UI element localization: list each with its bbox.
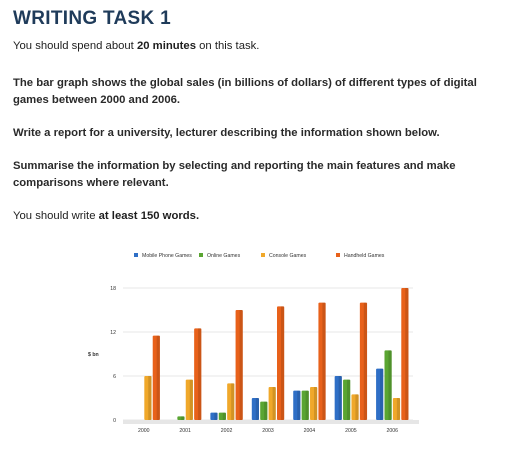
task-summary-instruction: Summarise the information by selecting a…: [13, 160, 456, 189]
bar-shade: [313, 387, 318, 420]
bar-shade: [322, 302, 326, 420]
bar-console-games: [351, 394, 359, 420]
writing-task-panel: WRITING TASK 1 You should spend about 20…: [13, 8, 503, 225]
x-tick-label: 2002: [221, 428, 233, 434]
bar-shade: [255, 398, 259, 420]
task-instruction: Write a report for a university, lecture…: [13, 127, 440, 139]
bar-console-games: [392, 398, 401, 420]
bar-console-games: [144, 376, 152, 420]
bar-mobile-phone-games: [210, 412, 218, 420]
x-tick-label: 2006: [387, 428, 399, 434]
x-tick-label: 2001: [179, 428, 191, 434]
chart-floor: [123, 420, 419, 424]
bar-shade: [181, 416, 185, 420]
bar-shade: [405, 288, 409, 420]
y-tick-label: 6: [113, 374, 116, 380]
bar-handheld-games: [194, 328, 202, 420]
legend-label: Handheld Games: [344, 253, 385, 259]
bar-shade: [388, 350, 392, 420]
y-axis-label: $ bn: [88, 352, 99, 358]
bar-mobile-phone-games: [293, 390, 301, 420]
bar-handheld-games: [277, 306, 285, 420]
bar-handheld-games: [235, 310, 243, 420]
bar-shade: [214, 412, 218, 420]
bar-shade: [355, 394, 359, 420]
word-count-instruction: You should write at least 150 words.: [13, 210, 200, 222]
bar-shade: [156, 335, 160, 420]
bar-shade: [305, 390, 309, 420]
bar-shade: [396, 398, 401, 420]
bar-shade: [380, 368, 384, 420]
task-title: WRITING TASK 1: [13, 8, 171, 29]
legend-swatch: [336, 253, 340, 257]
bar-handheld-games: [152, 335, 160, 420]
bar-online-games: [301, 390, 309, 420]
legend-swatch: [199, 253, 203, 257]
word-count-min: at least 150 words.: [98, 210, 200, 222]
bar-shade: [297, 390, 301, 420]
bar-console-games: [185, 379, 193, 420]
bar-online-games: [260, 401, 268, 420]
legend-swatch: [261, 253, 265, 257]
bar-online-games: [218, 412, 226, 420]
bar-shade: [239, 310, 243, 420]
bar-online-games: [177, 416, 185, 420]
y-tick-label: 12: [110, 330, 116, 336]
legend-swatch: [134, 253, 138, 257]
bar-shade: [198, 328, 202, 420]
bar-shade: [189, 379, 193, 420]
time-duration: 20 minutes: [136, 40, 196, 52]
bar-shade: [264, 401, 268, 420]
y-tick-label: 0: [113, 418, 116, 424]
x-tick-label: 2003: [262, 428, 274, 434]
bar-shade: [363, 302, 368, 420]
bar-shade: [222, 412, 226, 420]
bar-mobile-phone-games: [376, 368, 384, 420]
bar-shade: [148, 376, 152, 420]
bar-shade: [272, 387, 276, 420]
bar-handheld-games: [318, 302, 326, 420]
bar-shade: [347, 379, 351, 420]
legend-label: Console Games: [269, 253, 307, 259]
bar-online-games: [384, 350, 392, 420]
bar-chart: Mobile Phone Games Online Games Console Ga…: [78, 244, 428, 444]
legend-label: Mobile Phone Games: [142, 253, 192, 259]
bar-mobile-phone-games: [334, 376, 342, 420]
bar-handheld-games: [401, 288, 409, 420]
x-tick-label: 2004: [304, 428, 316, 434]
bar-online-games: [343, 379, 351, 420]
time-instruction: You should spend about 20 minutes on thi…: [13, 40, 260, 52]
bar-console-games: [310, 387, 318, 420]
task-description: The bar graph shows the global sales (in…: [13, 77, 477, 106]
bar-console-games: [227, 383, 235, 420]
bar-shade: [338, 376, 342, 420]
chart-svg: Mobile Phone Games Online Games Console Ga…: [88, 253, 419, 434]
bar-shade: [280, 306, 285, 420]
x-tick-label: 2005: [345, 428, 357, 434]
bar-shade: [231, 383, 235, 420]
legend-label: Online Games: [207, 253, 241, 259]
x-tick-label: 2000: [138, 428, 150, 434]
bar-console-games: [268, 387, 276, 420]
bar-mobile-phone-games: [251, 398, 259, 420]
y-tick-label: 18: [110, 286, 116, 292]
bar-handheld-games: [359, 302, 368, 420]
